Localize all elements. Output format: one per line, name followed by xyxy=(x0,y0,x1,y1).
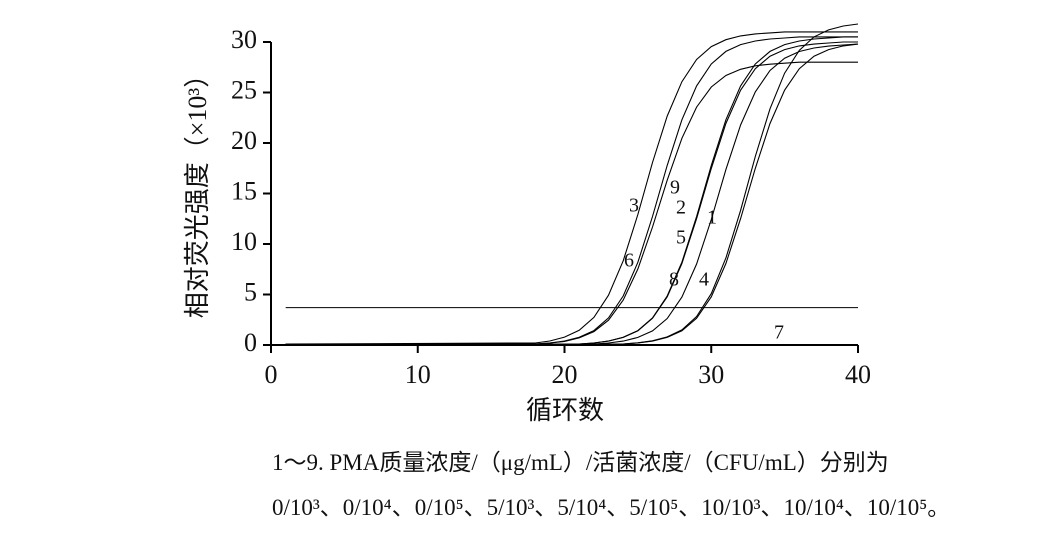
curve xyxy=(285,36,858,345)
curve-label: 6 xyxy=(624,250,634,272)
x-axis-label: 循环数 xyxy=(526,396,604,425)
y-tick-label: 0 xyxy=(244,328,257,357)
y-tick-label: 15 xyxy=(231,176,257,205)
x-tick-label: 20 xyxy=(552,360,578,389)
curve-label: 7 xyxy=(774,322,784,344)
y-tick-label: 20 xyxy=(231,126,257,155)
x-tick-label: 10 xyxy=(405,360,431,389)
y-tick-label: 25 xyxy=(231,75,257,104)
curve xyxy=(285,43,859,345)
curve xyxy=(285,31,858,345)
curve xyxy=(285,23,859,345)
caption-line: 1～9. PMA质量浓度/（μg/mL）/活菌浓度/（CFU/mL）分别为 xyxy=(272,450,889,475)
curve-label: 3 xyxy=(629,195,639,217)
caption-line: 0/10³、0/10⁴、0/10⁵、5/10³、5/10⁴、5/10⁵、10/1… xyxy=(272,495,950,520)
y-axis-label: 相对荧光强度（×10³） xyxy=(183,62,212,318)
curve xyxy=(285,41,858,345)
curve xyxy=(285,43,859,345)
curve-label: 5 xyxy=(676,227,686,249)
curve xyxy=(285,36,858,345)
y-tick-label: 5 xyxy=(244,277,257,306)
x-tick-label: 40 xyxy=(845,360,871,389)
y-tick-label: 10 xyxy=(231,227,257,256)
curve-label: 9 xyxy=(670,177,680,199)
curve-label: 2 xyxy=(676,197,686,219)
y-tick-label: 30 xyxy=(231,25,257,54)
curve-label: 4 xyxy=(699,269,709,291)
x-tick-label: 30 xyxy=(698,360,724,389)
x-tick-label: 0 xyxy=(265,360,278,389)
curve-label: 8 xyxy=(669,269,679,291)
